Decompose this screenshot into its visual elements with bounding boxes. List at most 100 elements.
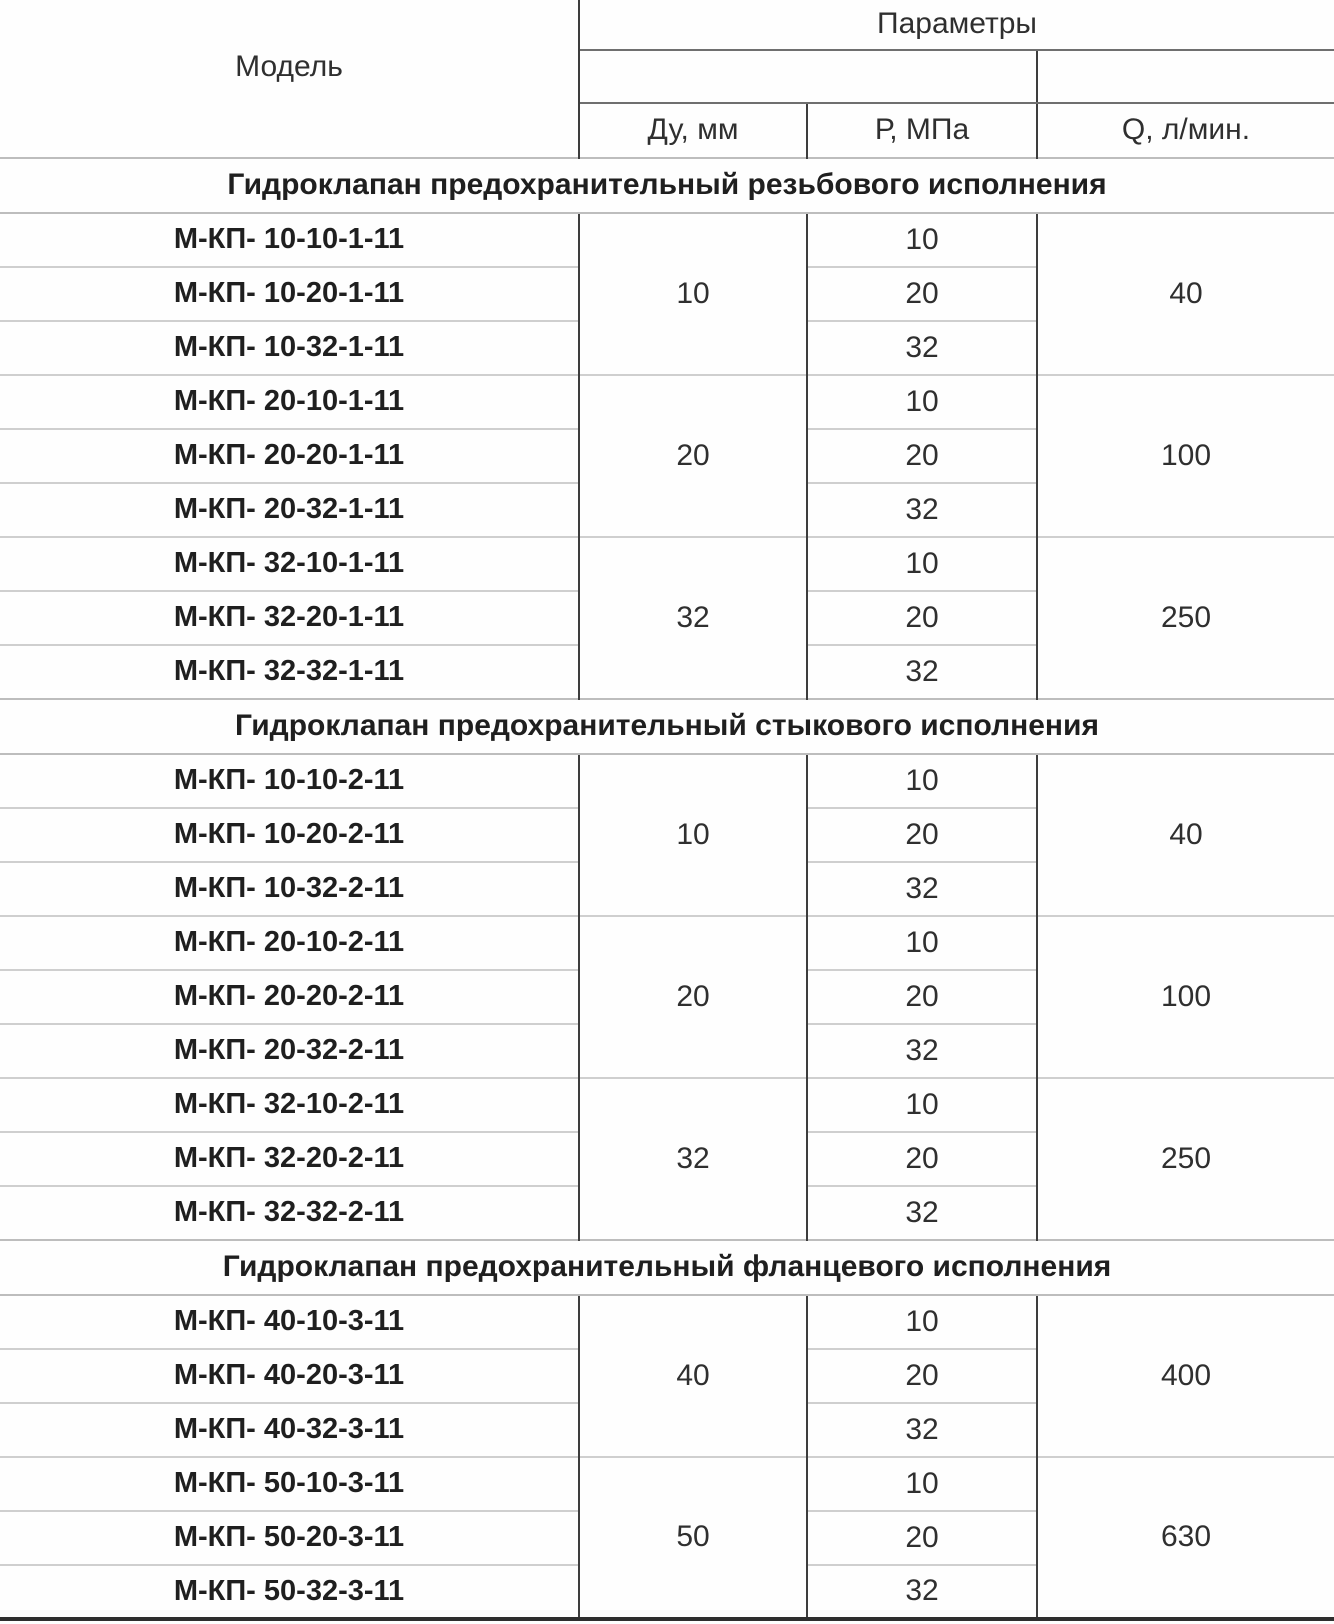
header-row-subcolumns: Ду, мм Р, МПа Q, л/мин. <box>0 103 1334 158</box>
q-cell: 630 <box>1037 1456 1334 1619</box>
model-cell: М-КП- 32-20-2-11 <box>0 1131 580 1186</box>
table-row: М-КП- 32-20-2-11 20 <box>0 1131 1334 1186</box>
model-cell: М-КП- 40-10-3-11 <box>0 1294 580 1349</box>
table-row: М-КП- 20-10-1-11 20 10 100 <box>0 374 1334 537</box>
p-cell: 20 <box>807 590 1038 645</box>
table-row: М-КП- 32-20-1-11 20 <box>0 590 1334 645</box>
du-cell: 10 <box>579 212 808 375</box>
table-row: М-КП- 20-32-1-11 32 <box>0 482 1334 537</box>
params-column-header: Параметры <box>579 0 1334 51</box>
model-cell: М-КП- 20-10-2-11 <box>0 915 580 970</box>
model-cell: М-КП- 20-32-1-11 <box>0 482 580 537</box>
p-cell: 20 <box>807 428 1038 483</box>
q-cell: 100 <box>1037 915 1334 1078</box>
p-cell: 32 <box>807 1023 1038 1078</box>
table-row: М-КП- 10-20-1-11 20 <box>0 266 1334 321</box>
p-cell: 10 <box>807 212 1038 267</box>
du-cell: 32 <box>579 1077 808 1240</box>
p-cell: 10 <box>807 753 1038 808</box>
q-cell: 40 <box>1037 753 1334 916</box>
model-cell: М-КП- 32-32-1-11 <box>0 644 580 699</box>
p-cell: 32 <box>807 1564 1038 1619</box>
table-row: М-КП- 20-32-2-11 32 <box>0 1023 1334 1078</box>
p-cell: 32 <box>807 861 1038 916</box>
section-header-row: Гидроклапан предохранительный резьбового… <box>0 157 1334 214</box>
model-cell: М-КП- 20-20-1-11 <box>0 428 580 483</box>
p-cell: 20 <box>807 807 1038 862</box>
p-cell: 10 <box>807 1294 1038 1349</box>
q-cell: 400 <box>1037 1294 1334 1457</box>
model-cell: М-КП- 10-10-1-11 <box>0 212 580 267</box>
p-cell: 32 <box>807 644 1038 699</box>
model-cell: М-КП- 10-20-1-11 <box>0 266 580 321</box>
section-title: Гидроклапан предохранительный фланцевого… <box>0 1239 1334 1296</box>
du-cell: 10 <box>579 753 808 916</box>
params-spacer-right <box>1037 50 1334 104</box>
header-row-top: Модель Параметры <box>0 0 1334 158</box>
p-cell: 20 <box>807 266 1038 321</box>
model-cell: М-КП- 10-10-2-11 <box>0 753 580 808</box>
model-cell: М-КП- 10-32-2-11 <box>0 861 580 916</box>
du-cell: 40 <box>579 1294 808 1457</box>
p-cell: 32 <box>807 320 1038 375</box>
q-cell: 250 <box>1037 1077 1334 1240</box>
model-cell: М-КП- 50-32-3-11 <box>0 1564 580 1619</box>
du-column-header: Ду, мм <box>579 103 808 158</box>
section-header-row: Гидроклапан предохранительный фланцевого… <box>0 1239 1334 1296</box>
du-cell: 50 <box>579 1456 808 1619</box>
model-cell: М-КП- 40-32-3-11 <box>0 1402 580 1457</box>
model-cell: М-КП- 10-20-2-11 <box>0 807 580 862</box>
section-title: Гидроклапан предохранительный стыкового … <box>0 698 1334 755</box>
table-row: М-КП- 10-10-2-11 10 10 40 <box>0 753 1334 916</box>
section-header-row: Гидроклапан предохранительный стыкового … <box>0 698 1334 755</box>
model-cell: М-КП- 32-32-2-11 <box>0 1185 580 1240</box>
params-spacer-left <box>579 50 1038 104</box>
p-cell: 32 <box>807 1402 1038 1457</box>
table-row: М-КП- 10-10-1-11 10 10 40 <box>0 212 1334 375</box>
du-cell: 20 <box>579 915 808 1078</box>
table-row: М-КП- 20-10-2-11 20 10 100 <box>0 915 1334 1078</box>
p-cell: 20 <box>807 1348 1038 1403</box>
table-row: М-КП- 50-32-3-11 32 <box>0 1564 1334 1619</box>
table-row: М-КП- 50-20-3-11 20 <box>0 1510 1334 1565</box>
table-row: М-КП- 32-32-2-11 32 <box>0 1185 1334 1240</box>
q-column-header: Q, л/мин. <box>1121 113 1251 147</box>
table-row: М-КП- 10-20-2-11 20 <box>0 807 1334 862</box>
q-cell: 40 <box>1037 212 1334 375</box>
p-cell: 20 <box>807 969 1038 1024</box>
model-cell: М-КП- 20-10-1-11 <box>0 374 580 429</box>
table-row: М-КП- 40-20-3-11 20 <box>0 1348 1334 1403</box>
p-column-header: Р, МПа <box>807 103 1038 158</box>
p-cell: 20 <box>807 1510 1038 1565</box>
p-cell: 10 <box>807 915 1038 970</box>
p-cell: 20 <box>807 1131 1038 1186</box>
header-row-spacer <box>0 50 1334 104</box>
model-cell: М-КП- 10-32-1-11 <box>0 320 580 375</box>
q-cell: 250 <box>1037 536 1334 699</box>
model-cell: М-КП- 50-10-3-11 <box>0 1456 580 1511</box>
table-row: М-КП- 50-10-3-11 50 10 630 <box>0 1456 1334 1619</box>
model-cell: М-КП- 32-10-2-11 <box>0 1077 580 1132</box>
table-row: М-КП- 32-32-1-11 32 <box>0 644 1334 699</box>
p-cell: 10 <box>807 374 1038 429</box>
model-cell: М-КП- 50-20-3-11 <box>0 1510 580 1565</box>
table-row: М-КП- 10-32-2-11 32 <box>0 861 1334 916</box>
table-row: М-КП- 40-32-3-11 32 <box>0 1402 1334 1457</box>
section-title: Гидроклапан предохранительный резьбового… <box>0 157 1334 214</box>
model-cell: М-КП- 40-20-3-11 <box>0 1348 580 1403</box>
p-cell: 10 <box>807 1077 1038 1132</box>
model-cell: М-КП- 32-20-1-11 <box>0 590 580 645</box>
p-cell: 32 <box>807 1185 1038 1240</box>
model-cell: М-КП- 20-32-2-11 <box>0 1023 580 1078</box>
p-cell: 10 <box>807 536 1038 591</box>
p-cell: 32 <box>807 482 1038 537</box>
table-row: М-КП- 10-32-1-11 32 <box>0 320 1334 375</box>
table-row: М-КП- 32-10-1-11 32 10 250 <box>0 536 1334 699</box>
model-cell: М-КП- 20-20-2-11 <box>0 969 580 1024</box>
table-row: М-КП- 40-10-3-11 40 10 400 <box>0 1294 1334 1457</box>
q-cell: 100 <box>1037 374 1334 537</box>
model-cell: М-КП- 32-10-1-11 <box>0 536 580 591</box>
du-cell: 32 <box>579 536 808 699</box>
